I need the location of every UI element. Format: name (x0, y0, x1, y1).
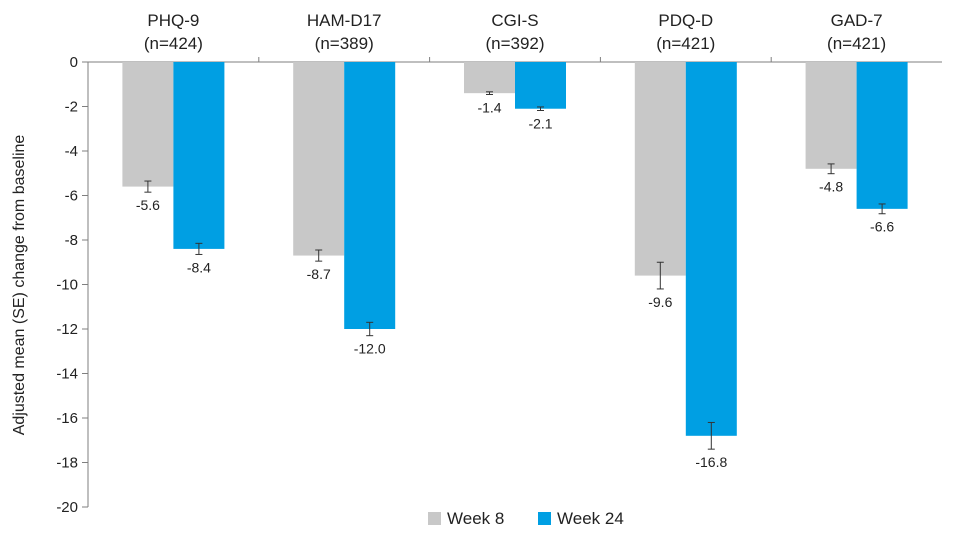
data-label-week-24-gad-7: -6.6 (870, 219, 894, 235)
data-labels: PHQ-9 (n=424) -5.6 -8.4 HAM-D17 (n=389) -8.7 -1… (136, 11, 895, 470)
legend-label-week-8: Week 8 (447, 509, 504, 528)
y-tick-label: -6 (65, 188, 78, 205)
y-tick-label: -4 (65, 143, 78, 160)
category-n-gad-7: (n=421) (827, 34, 886, 53)
data-label-week-8-cgi-s: -1.4 (477, 99, 501, 115)
y-tick-label: -10 (56, 277, 78, 294)
bar-week-24-ham-d17 (344, 62, 396, 329)
legend-swatch-week-24 (538, 512, 551, 525)
data-label-week-8-ham-d17: -8.7 (307, 266, 331, 282)
category-label-gad-7: GAD-7 (831, 11, 883, 30)
y-axis-label: Adjusted mean (SE) change from baseline (11, 135, 28, 436)
y-tick-label: -8 (65, 232, 78, 249)
data-label-week-24-pdq-d: -16.8 (695, 454, 727, 470)
category-label-pdq-d: PDQ-D (658, 11, 713, 30)
y-tick-label: -18 (56, 455, 78, 472)
data-label-week-8-pdq-d: -9.6 (648, 294, 672, 310)
bar-week-24-pdq-d (685, 62, 737, 436)
legend-swatch-week-8 (428, 512, 441, 525)
bar-week-8-ham-d17 (293, 62, 345, 256)
bar-week-8-pdq-d (634, 62, 686, 276)
bar-week-8-phq-9 (122, 62, 174, 187)
bar-week-8-cgi-s (464, 62, 515, 94)
category-label-ham-d17: HAM-D17 (307, 11, 382, 30)
category-n-pdq-d: (n=421) (656, 34, 715, 53)
bars (122, 62, 908, 450)
bar-week-24-phq-9 (173, 62, 225, 249)
bar-week-8-gad-7 (805, 62, 857, 169)
y-tick-label: -20 (56, 499, 78, 516)
data-label-week-8-phq-9: -5.6 (136, 197, 160, 213)
bar-week-24-cgi-s (515, 62, 566, 109)
category-label-phq-9: PHQ-9 (147, 11, 199, 30)
y-tick-label: -16 (56, 410, 78, 427)
legend-label-week-24: Week 24 (557, 509, 624, 528)
data-label-week-8-gad-7: -4.8 (819, 179, 843, 195)
category-label-cgi-s: CGI-S (491, 11, 538, 30)
category-n-phq-9: (n=424) (144, 34, 203, 53)
category-n-ham-d17: (n=389) (315, 34, 374, 53)
data-label-week-24-ham-d17: -12.0 (354, 341, 386, 357)
y-tick-label: 0 (70, 54, 78, 71)
y-tick-label: -12 (56, 321, 78, 338)
data-label-week-24-phq-9: -8.4 (187, 259, 211, 275)
y-tick-label: -2 (65, 99, 78, 116)
data-label-week-24-cgi-s: -2.1 (528, 116, 552, 132)
legend: Week 8 Week 24 (428, 509, 624, 528)
category-n-cgi-s: (n=392) (485, 34, 544, 53)
y-tick-label: -14 (56, 366, 78, 383)
axes: 0 -2 -4 -6 -8 -10 -12 -14 -16 -18 -20 (56, 54, 942, 516)
bar-week-24-gad-7 (856, 62, 908, 209)
